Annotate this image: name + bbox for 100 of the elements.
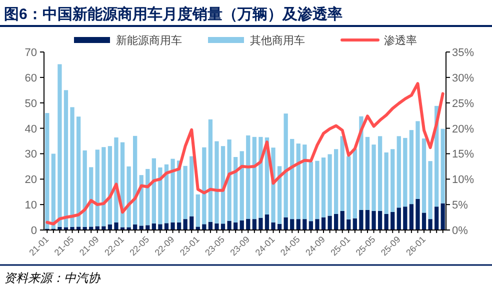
bar: [440, 128, 445, 204]
bar: [403, 138, 408, 207]
bar: [328, 154, 332, 216]
bar: [428, 161, 432, 220]
bar: [372, 144, 376, 211]
line-series: [46, 82, 444, 226]
bar: [308, 162, 314, 222]
bar: [240, 220, 244, 230]
bar: [340, 136, 344, 211]
bar: [302, 144, 307, 220]
y-tick-label: 10: [24, 200, 37, 212]
bar: [227, 220, 232, 230]
y2-tick-label: 25%: [452, 98, 474, 110]
bar: [396, 208, 401, 230]
bar: [214, 141, 219, 224]
bar: [108, 146, 112, 224]
bar: [126, 166, 131, 228]
bar: [252, 136, 256, 220]
bar: [133, 136, 138, 224]
bar: [51, 154, 56, 229]
bar: [378, 210, 382, 230]
bar: [422, 138, 426, 213]
bar: [190, 156, 194, 216]
bar: [321, 158, 326, 218]
bar: [152, 158, 156, 224]
bar: [284, 217, 288, 230]
y2-tick-label: 5%: [452, 200, 468, 212]
bar: [164, 223, 169, 230]
bar: [234, 157, 238, 222]
y2-tick-label: 0%: [452, 225, 468, 237]
bar: [308, 221, 314, 230]
bar: [378, 136, 382, 211]
bar: [416, 198, 420, 230]
bar: [352, 149, 357, 218]
bar: [390, 149, 395, 212]
bar: [359, 116, 364, 210]
bar: [290, 219, 294, 230]
bar: [240, 151, 244, 220]
bar: [296, 144, 300, 220]
bar: [190, 216, 194, 230]
bar: [102, 147, 106, 226]
bar: [202, 147, 206, 224]
bar: [284, 114, 288, 218]
y2-tick-label: 30%: [452, 72, 474, 84]
bar: [208, 119, 213, 222]
y2-tick-label: 15%: [452, 148, 474, 161]
chart-title: 图6：中国新能源商用车月度销量（万辆）及渗透率: [4, 5, 342, 23]
bar: [264, 214, 270, 230]
bar: [146, 225, 150, 230]
y2-tick-label: 20%: [452, 123, 474, 136]
bar: [334, 149, 338, 214]
bar: [114, 222, 118, 230]
bar: [277, 166, 282, 224]
bar: [365, 210, 370, 230]
bar: [214, 223, 219, 230]
y-tick-label: 50: [24, 98, 37, 110]
bar: [422, 212, 426, 230]
bar: [416, 121, 420, 199]
bar: [70, 107, 74, 227]
bar: [359, 210, 364, 230]
bar: [321, 217, 326, 230]
bar: [352, 218, 357, 230]
bar: [302, 219, 307, 230]
y2-tick-label: 35%: [452, 47, 474, 59]
legend-label: 其他商用车: [250, 34, 305, 47]
bar: [403, 206, 408, 230]
bar: [346, 156, 351, 220]
text: 资料来源：中汽协: [4, 271, 101, 285]
bar: [82, 150, 87, 227]
legend-label: 渗透率: [384, 34, 417, 47]
bar: [164, 164, 169, 224]
bar: [58, 64, 62, 227]
legend-label: 新能源商用车: [116, 34, 182, 47]
bar: [246, 135, 250, 219]
bar: [246, 218, 250, 230]
bar: [258, 136, 263, 218]
bar: [170, 222, 175, 230]
bar: [227, 139, 232, 221]
bar: [340, 210, 344, 230]
bar: [296, 219, 300, 230]
bar: [95, 150, 100, 226]
bar: [220, 224, 226, 230]
y-tick-label: 20: [24, 174, 37, 186]
bar: [315, 160, 320, 220]
bar: [183, 219, 188, 230]
y-tick-label: 40: [24, 123, 37, 136]
bar: [64, 90, 68, 228]
bar: [252, 219, 256, 230]
bar: [146, 168, 150, 226]
bar: [434, 206, 439, 230]
bar: [158, 167, 162, 224]
y-tick-label: 70: [24, 47, 37, 59]
bar: [158, 224, 162, 230]
bar: [315, 219, 320, 230]
bar: [440, 203, 445, 230]
bar: [170, 158, 175, 222]
bar: [202, 224, 206, 230]
bar: [290, 138, 294, 220]
bar: [45, 113, 50, 229]
bar: [76, 116, 81, 227]
